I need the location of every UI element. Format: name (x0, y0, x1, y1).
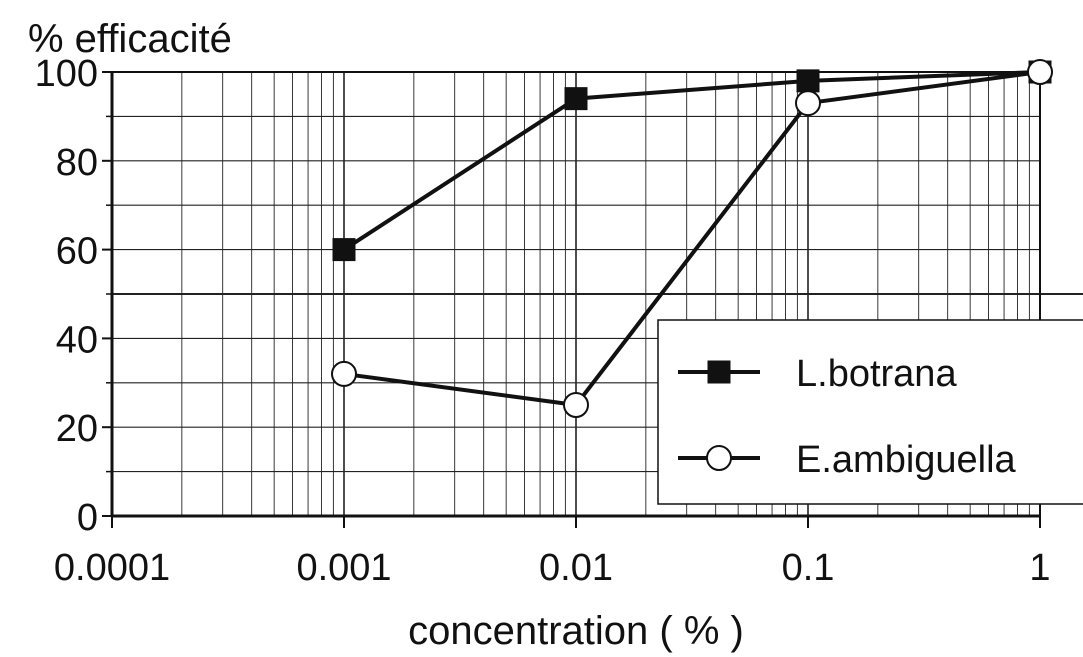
y-axis-label: % efficacité (28, 17, 232, 61)
x-tick-label: 0.0001 (54, 547, 170, 589)
data-point (563, 392, 589, 418)
y-tick-label: 20 (56, 408, 98, 450)
tick-labels: 0.0001 0.001 0.01 0.1 1 0 20 40 60 80 100 (35, 53, 1051, 589)
series-line (343, 70, 1041, 407)
x-axis-label: concentration ( % ) (408, 609, 744, 653)
x-tick-label: 0.001 (296, 547, 391, 589)
data-point (1027, 59, 1053, 85)
legend: L.botrana E.ambiguella (657, 319, 1083, 505)
data-point (331, 360, 357, 387)
data-point (332, 238, 356, 262)
y-tick-label: 100 (35, 53, 98, 95)
legend-marker (706, 445, 732, 471)
series-e-ambiguella (331, 59, 1053, 418)
data-series (331, 59, 1053, 418)
y-tick-label: 60 (56, 231, 98, 273)
legend-marker (707, 360, 731, 384)
legend-box (657, 319, 1083, 505)
y-tick-label: 0 (77, 497, 98, 539)
legend-label: E.ambiguella (796, 439, 1017, 481)
legend-label: L.botrana (796, 353, 957, 395)
data-point (795, 90, 821, 117)
data-point (564, 87, 588, 111)
x-tick-label: 1 (1029, 547, 1050, 589)
data-point (796, 69, 820, 93)
x-tick-label: 0.1 (782, 547, 835, 589)
series-line (342, 70, 1041, 252)
y-tick-label: 40 (56, 319, 98, 361)
y-tick-label: 80 (56, 142, 98, 184)
x-tick-label: 0.01 (539, 547, 613, 589)
